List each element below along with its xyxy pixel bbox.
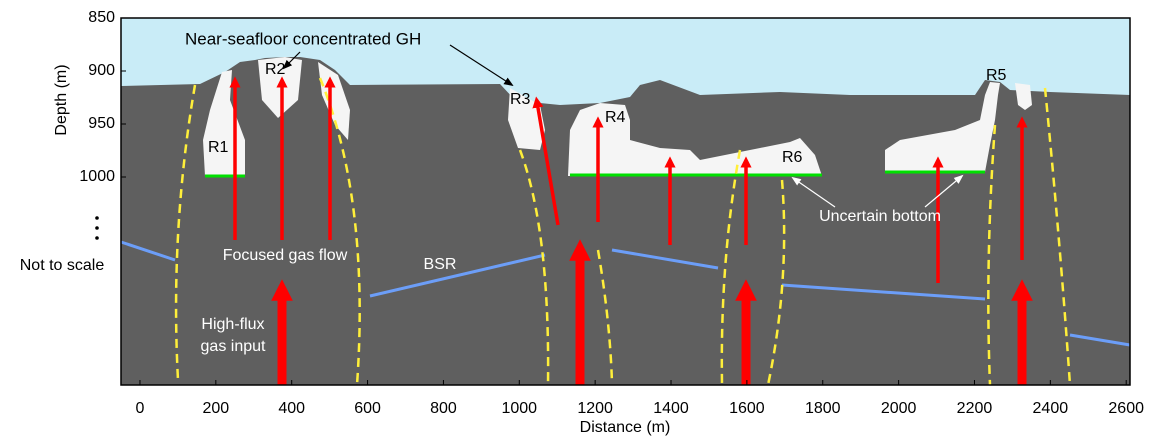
x-tick-label: 2200 [957, 400, 993, 417]
pointer [791, 174, 964, 208]
annotation: Uncertain bottom [819, 208, 941, 225]
x-tick-label: 800 [430, 400, 457, 417]
annotation: R5 [986, 67, 1007, 84]
y-tick-label: 950 [88, 115, 115, 132]
flux-arrow [271, 239, 1033, 385]
break-dots [95, 216, 99, 240]
y-tick-label: 1000 [79, 168, 115, 185]
y-tick-label: 850 [88, 9, 115, 26]
x-tick-label: 1200 [577, 400, 613, 417]
annotation: R3 [510, 91, 531, 108]
x-tick-label: 2600 [1108, 400, 1144, 417]
x-tick-label: 1000 [501, 400, 537, 417]
x-tick-label: 1600 [729, 400, 765, 417]
annotation: R4 [605, 109, 626, 126]
gas-arrow [229, 76, 1028, 283]
x-tick-label: 1800 [805, 400, 841, 417]
x-tick-label: 2400 [1033, 400, 1069, 417]
annotation: Focused gas flow [223, 247, 348, 264]
annotation: R2 [265, 61, 286, 78]
x-tick-label: 600 [354, 400, 381, 417]
x-tick-label: 1400 [653, 400, 689, 417]
y-tick-label: 900 [88, 62, 115, 79]
annotation: gas input [201, 338, 266, 355]
x-tick-label: 0 [136, 400, 145, 417]
x-tick-label: 200 [202, 400, 229, 417]
annotation: Near-seafloor concentrated GH [185, 29, 421, 48]
x-tick-label: 2000 [881, 400, 917, 417]
plot-frame [120, 17, 1131, 386]
annotation: R6 [782, 149, 803, 166]
gh-bottom [205, 170, 985, 178]
bsr-line [120, 240, 1131, 347]
break-label: Not to scale [20, 257, 105, 274]
x-axis-label: Distance (m) [580, 419, 671, 436]
fault [174, 77, 1072, 386]
y-axis-label: Depth (m) [53, 64, 70, 135]
x-tick-label: 400 [278, 400, 305, 417]
annotation: BSR [424, 256, 457, 273]
pointer [282, 44, 514, 87]
annotation: High-flux [201, 316, 264, 333]
annotation: R1 [208, 139, 229, 156]
sediment [121, 57, 1130, 385]
